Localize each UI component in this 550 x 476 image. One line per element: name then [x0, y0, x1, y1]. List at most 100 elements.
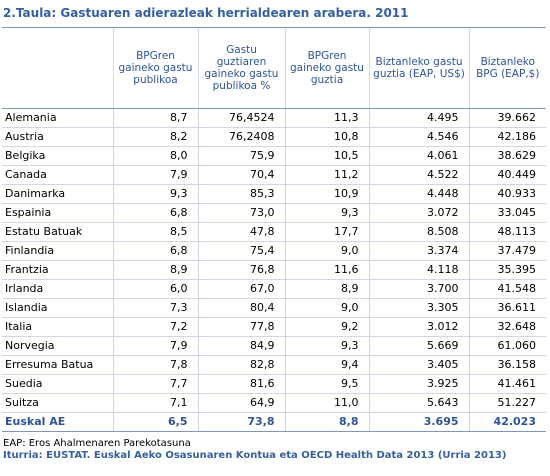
- spending-per-capita-cell: 4.522: [368, 165, 469, 185]
- public-share-total-cell: 76,8: [197, 260, 285, 280]
- total-spending-gdp-cell: 9,0: [284, 298, 369, 318]
- public-spending-gdp-cell: 7,2: [112, 317, 198, 337]
- country-cell: Alemania: [2, 108, 113, 128]
- table-row: Irlanda 6,0 67,0 8,9 3.700 41.548: [2, 279, 546, 299]
- gdp-per-capita-cell: 39.662: [468, 108, 546, 128]
- footnote: EAP: Eros Ahalmenaren Parekotasuna: [3, 438, 191, 449]
- table-row: Norvegia 7,9 84,9 9,3 5.669 61.060: [2, 336, 546, 356]
- header-country: [2, 27, 113, 109]
- table-row: Estatu Batuak 8,5 47,8 17,7 8.508 48.113: [2, 222, 546, 242]
- table-row: Canada 7,9 70,4 11,2 4.522 40.449: [2, 165, 546, 185]
- spending-per-capita-cell: 4.448: [368, 184, 469, 204]
- gdp-per-capita-cell: 48.113: [468, 222, 546, 242]
- country-cell: Canada: [2, 165, 113, 185]
- header-spending-per-capita: Biztanleko gastu guztia (EAP, US$): [368, 27, 469, 109]
- public-share-total-cell: 85,3: [197, 184, 285, 204]
- public-share-total-cell: 77,8: [197, 317, 285, 337]
- spending-per-capita-cell: 5.643: [368, 393, 469, 413]
- total-spending-gdp-cell: 11,3: [284, 108, 369, 128]
- gdp-per-capita-cell: 41.461: [468, 374, 546, 394]
- public-share-total-cell: 82,8: [197, 355, 285, 375]
- total-spending-gdp-cell: 11,0: [284, 393, 369, 413]
- total-spending-gdp-cell: 10,8: [284, 127, 369, 147]
- public-spending-gdp-cell: 8,9: [112, 260, 198, 280]
- public-share-total-cell: 73,0: [197, 203, 285, 223]
- total-spending-gdp-cell: 9,5: [284, 374, 369, 394]
- public-spending-gdp-cell: 7,1: [112, 393, 198, 413]
- gdp-per-capita-cell: 42.186: [468, 127, 546, 147]
- public-share-total-cell: 81,6: [197, 374, 285, 394]
- gdp-per-capita-cell: 40.449: [468, 165, 546, 185]
- country-cell: Espainia: [2, 203, 113, 223]
- public-share-total-cell: 64,9: [197, 393, 285, 413]
- country-cell: Suedia: [2, 374, 113, 394]
- country-cell: Belgika: [2, 146, 113, 166]
- gdp-per-capita-cell: 51.227: [468, 393, 546, 413]
- country-cell: Islandia: [2, 298, 113, 318]
- gdp-per-capita-cell: 38.629: [468, 146, 546, 166]
- public-spending-gdp-cell: 7,8: [112, 355, 198, 375]
- country-cell: Austria: [2, 127, 113, 147]
- spending-per-capita-cell: 3.925: [368, 374, 469, 394]
- table-row: Alemania 8,7 76,4524 11,3 4.495 39.662: [2, 108, 546, 128]
- public-share-total-cell: 70,4: [197, 165, 285, 185]
- spending-per-capita-cell: 4.546: [368, 127, 469, 147]
- public-spending-gdp-cell: 8,5: [112, 222, 198, 242]
- table-row: Suitza 7,1 64,9 11,0 5.643 51.227: [2, 393, 546, 413]
- table-row: Danimarka 9,3 85,3 10,9 4.448 40.933: [2, 184, 546, 204]
- total-gdp-per-capita-cell: 42.023: [468, 412, 546, 432]
- public-share-total-cell: 80,4: [197, 298, 285, 318]
- table-row: Austria 8,2 76,2408 10,8 4.546 42.186: [2, 127, 546, 147]
- spending-per-capita-cell: 3.072: [368, 203, 469, 223]
- total-total-spending-gdp-cell: 8,8: [284, 412, 369, 432]
- spending-per-capita-cell: 8.508: [368, 222, 469, 242]
- public-share-total-cell: 84,9: [197, 336, 285, 356]
- spending-per-capita-cell: 4.495: [368, 108, 469, 128]
- table-row: Suedia 7,7 81,6 9,5 3.925 41.461: [2, 374, 546, 394]
- spending-per-capita-cell: 4.118: [368, 260, 469, 280]
- spending-per-capita-cell: 3.700: [368, 279, 469, 299]
- table-row: Belgika 8,0 75,9 10,5 4.061 38.629: [2, 146, 546, 166]
- total-spending-gdp-cell: 9,4: [284, 355, 369, 375]
- country-cell: Irlanda: [2, 279, 113, 299]
- spending-per-capita-cell: 3.405: [368, 355, 469, 375]
- public-share-total-cell: 67,0: [197, 279, 285, 299]
- total-public-spending-gdp-cell: 6,5: [112, 412, 198, 432]
- public-share-total-cell: 75,9: [197, 146, 285, 166]
- table-row: Islandia 7,3 80,4 9,0 3.305 36.611: [2, 298, 546, 318]
- header-public-spending-gdp: BPGren gaineko gastu publikoa: [112, 27, 198, 109]
- public-spending-gdp-cell: 6,0: [112, 279, 198, 299]
- country-cell: Suitza: [2, 393, 113, 413]
- public-spending-gdp-cell: 8,7: [112, 108, 198, 128]
- table-row: Italia 7,2 77,8 9,2 3.012 32.648: [2, 317, 546, 337]
- public-spending-gdp-cell: 6,8: [112, 241, 198, 261]
- public-share-total-cell: 75,4: [197, 241, 285, 261]
- table-row: Espainia 6,8 73,0 9,3 3.072 33.045: [2, 203, 546, 223]
- total-spending-gdp-cell: 9,3: [284, 203, 369, 223]
- total-spending-gdp-cell: 10,5: [284, 146, 369, 166]
- gdp-per-capita-cell: 33.045: [468, 203, 546, 223]
- table-body: Alemania 8,7 76,4524 11,3 4.495 39.662 Austria…: [2, 108, 546, 432]
- total-public-share-total-cell: 73,8: [197, 412, 285, 432]
- country-cell: Estatu Batuak: [2, 222, 113, 242]
- gdp-per-capita-cell: 40.933: [468, 184, 546, 204]
- country-cell: Norvegia: [2, 336, 113, 356]
- public-spending-gdp-cell: 8,0: [112, 146, 198, 166]
- header-public-share-total: Gastu guztiaren gaineko gastu publikoa %: [197, 27, 285, 109]
- country-cell: Italia: [2, 317, 113, 337]
- table-row: Frantzia 8,9 76,8 11,6 4.118 35.395: [2, 260, 546, 280]
- total-spending-gdp-cell: 17,7: [284, 222, 369, 242]
- public-spending-gdp-cell: 8,2: [112, 127, 198, 147]
- country-cell: Frantzia: [2, 260, 113, 280]
- spending-per-capita-cell: 5.669: [368, 336, 469, 356]
- spending-per-capita-cell: 4.061: [368, 146, 469, 166]
- table-title: 2.Taula: Gastuaren adierazleak herrialde…: [3, 6, 409, 20]
- country-cell: Erresuma Batua: [2, 355, 113, 375]
- gdp-per-capita-cell: 61.060: [468, 336, 546, 356]
- total-spending-gdp-cell: 11,2: [284, 165, 369, 185]
- total-row: Euskal AE 6,5 73,8 8,8 3.695 42.023: [2, 412, 546, 432]
- spending-per-capita-cell: 3.374: [368, 241, 469, 261]
- table-row: Erresuma Batua 7,8 82,8 9,4 3.405 36.158: [2, 355, 546, 375]
- public-spending-gdp-cell: 6,8: [112, 203, 198, 223]
